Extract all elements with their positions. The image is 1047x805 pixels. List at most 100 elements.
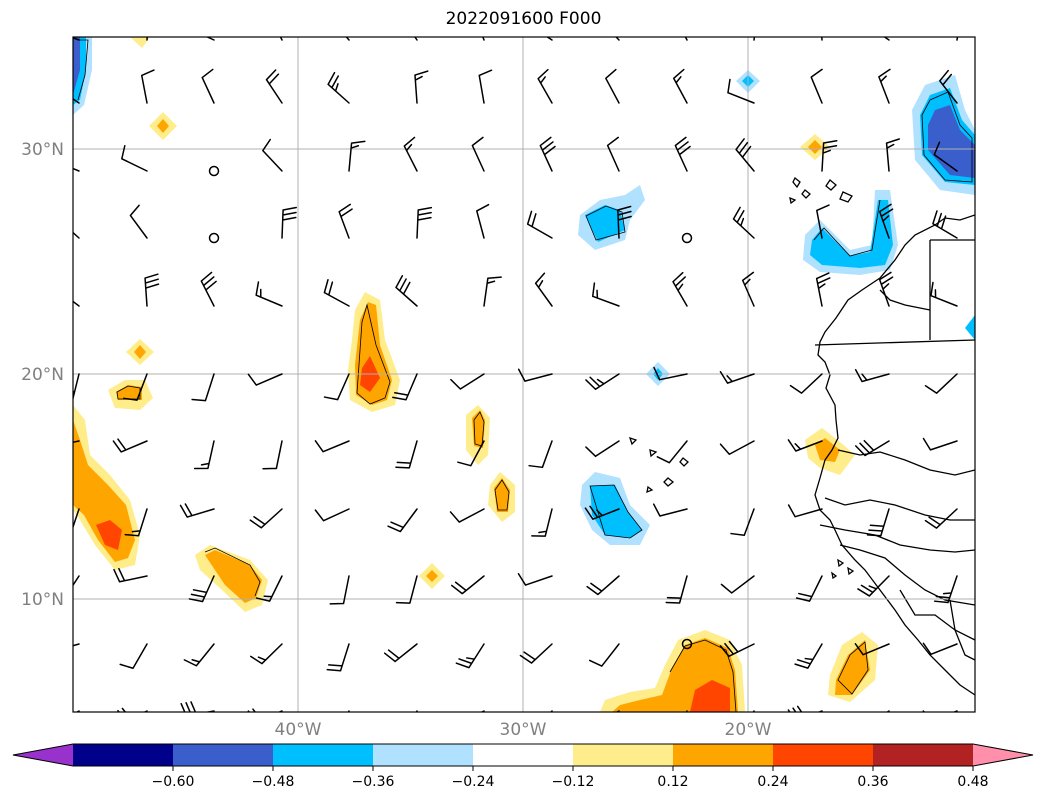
wind-barb	[956, 37, 959, 41]
wind-barb	[883, 37, 890, 41]
wind-barb	[815, 272, 831, 307]
wind-barb	[117, 707, 148, 712]
wind-barb	[615, 37, 620, 41]
wind-barb	[922, 710, 958, 712]
wind-barb	[719, 440, 755, 456]
wind-barb	[129, 204, 148, 239]
map-frame	[72, 36, 976, 713]
wind-barb	[193, 440, 215, 470]
wind-barbs	[73, 37, 959, 712]
wind-barb	[922, 642, 958, 656]
wind-barb	[727, 78, 755, 104]
wind-barb	[255, 281, 283, 307]
wind-barb	[886, 710, 890, 712]
wind-barb	[395, 575, 418, 604]
wind-barb	[314, 440, 350, 453]
wind-barb	[480, 710, 485, 712]
wind-barb	[537, 68, 553, 104]
wind-barb	[866, 508, 890, 537]
colorbar-segment	[673, 744, 774, 766]
wind-barb	[262, 440, 283, 470]
wind-barb	[471, 136, 485, 172]
wind-barb	[588, 643, 620, 667]
wind-barb	[188, 575, 215, 603]
wind-barb	[546, 37, 553, 41]
lon-label: 30°W	[500, 720, 547, 740]
wind-barb	[672, 271, 688, 307]
wind-barb	[121, 145, 148, 172]
wind-barb	[653, 366, 688, 381]
wind-barb	[75, 710, 80, 712]
wind-barb	[584, 505, 620, 520]
wind-barb	[753, 37, 756, 41]
colorbar-tick-label: 0.24	[757, 774, 788, 790]
colorbar-segment	[73, 744, 174, 766]
wind-barb	[878, 203, 894, 239]
wind-barb	[395, 275, 418, 307]
wind-barb	[605, 68, 620, 104]
wind-barb	[281, 206, 297, 239]
wind-barb	[924, 508, 958, 529]
colorbar-tick-label: 0.36	[857, 774, 888, 790]
wind-barb	[414, 37, 418, 41]
wind-barb	[787, 439, 823, 452]
wind-barb	[787, 705, 823, 712]
wind-barb	[403, 136, 418, 172]
wind-barb	[615, 710, 620, 712]
wind-barb	[591, 282, 620, 307]
wind-barb	[878, 68, 891, 104]
wind-barb	[179, 503, 215, 518]
wind-barb	[183, 643, 215, 667]
lat-label: 30°N	[21, 140, 64, 160]
wind-barb	[119, 643, 148, 670]
lon-label: 20°W	[725, 720, 772, 740]
wind-barb	[534, 272, 553, 307]
colorbar-segment	[473, 744, 574, 766]
wind-barb	[933, 141, 958, 172]
wind-barb	[478, 69, 493, 104]
wind-barb	[395, 440, 418, 469]
wind-barb	[930, 281, 958, 307]
calm-wind-circle	[681, 232, 693, 244]
wind-barb	[329, 575, 350, 605]
wind-barb	[526, 210, 553, 239]
map-title: 2022091600 F000	[445, 9, 602, 29]
lat-label: 10°N	[21, 590, 64, 610]
wind-barb	[279, 37, 283, 41]
wind-barb	[73, 167, 80, 172]
colorbar-tick-label: 0.12	[657, 774, 688, 790]
wind-barb	[124, 508, 148, 537]
wind-barb	[416, 206, 433, 239]
wind-barb	[585, 373, 620, 390]
calm-wind-circle	[208, 165, 220, 177]
wind-barb	[113, 567, 148, 583]
wind-barb	[141, 69, 155, 104]
wind-barb	[415, 710, 418, 712]
colorbar-extend-low	[13, 744, 73, 766]
wind-barb	[200, 271, 217, 307]
colorbar-outline	[12, 743, 1034, 767]
colorbar: −0.60 −0.48 −0.36 −0.24 −0.12 0.12 0.24 0.36 0.4…	[12, 743, 1034, 790]
calm-wind-circle	[681, 638, 693, 650]
wind-barb	[857, 575, 890, 597]
wind-barb	[201, 68, 215, 104]
colorbar-extend-high	[973, 744, 1033, 766]
wind-barb	[450, 575, 485, 595]
wind-barb	[323, 373, 350, 401]
wind-barb	[249, 508, 283, 529]
wind-barb	[247, 373, 283, 386]
wind-barb	[720, 575, 755, 594]
calm-wind-circle	[208, 232, 220, 244]
wind-barb	[323, 279, 350, 307]
wind-barb	[314, 508, 350, 522]
wind-barb	[854, 439, 890, 457]
wind-barb	[922, 437, 958, 451]
wind-barb	[348, 140, 366, 172]
colorbar-tick-label: −0.12	[552, 774, 595, 790]
colorbar-segment	[873, 744, 974, 766]
wind-barb	[517, 368, 553, 382]
wind-barb	[73, 508, 80, 530]
wind-barb	[73, 37, 80, 41]
wind-barb	[255, 575, 283, 602]
wind-barb	[939, 69, 958, 104]
